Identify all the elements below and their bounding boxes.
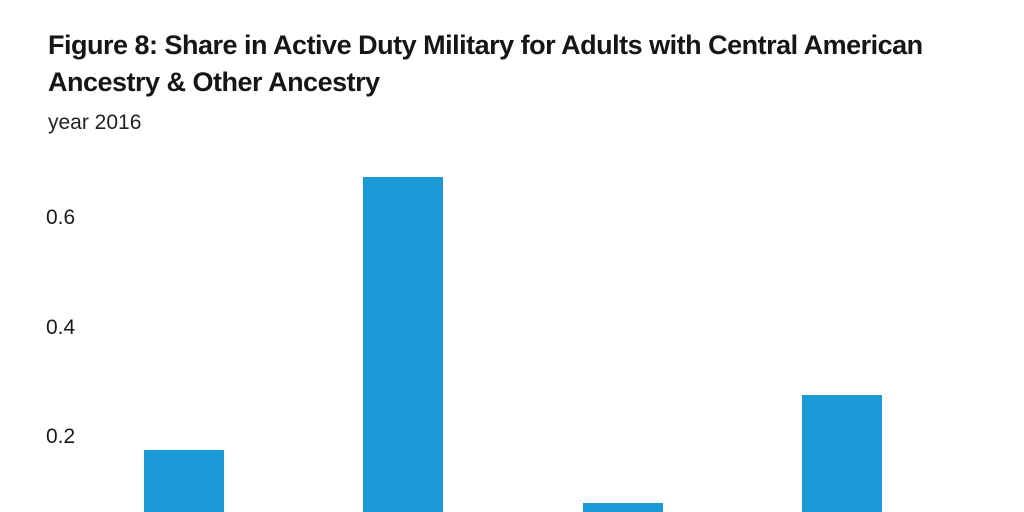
bar (801, 394, 882, 512)
y-tick-label: 0.4 (46, 315, 76, 339)
bar (363, 176, 444, 512)
bar (582, 503, 663, 512)
figure-subtitle: year 2016 (48, 111, 142, 134)
y-tick-label: 0.2 (46, 425, 76, 448)
bar (144, 450, 224, 512)
y-tick-label: 0.6 (46, 206, 76, 229)
figure-title: Figure 8: Share in Active Duty Military … (48, 30, 923, 97)
